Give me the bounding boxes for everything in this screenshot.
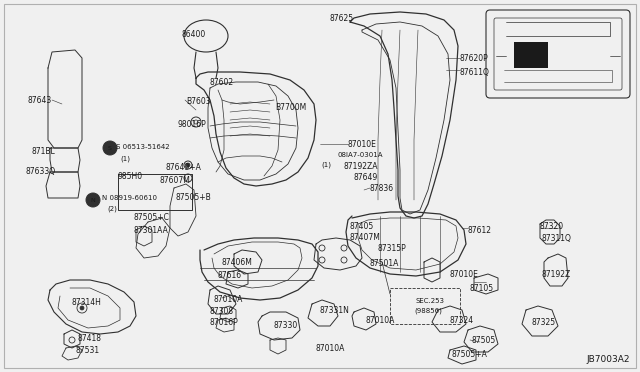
Text: 87192Z: 87192Z [542, 270, 572, 279]
Text: 87607M: 87607M [160, 176, 191, 185]
Text: 87330: 87330 [274, 321, 298, 330]
Text: 985H0: 985H0 [118, 172, 143, 181]
Text: 87633Q: 87633Q [26, 167, 56, 176]
Circle shape [86, 193, 100, 207]
Text: 87649: 87649 [353, 173, 377, 182]
Text: 87324: 87324 [449, 316, 473, 325]
Text: 87405: 87405 [350, 222, 374, 231]
Circle shape [186, 163, 190, 167]
Text: (2): (2) [107, 206, 117, 212]
Text: JB7003A2: JB7003A2 [586, 355, 630, 364]
Text: 87612: 87612 [468, 226, 492, 235]
Text: S: S [108, 145, 112, 151]
Text: 87325: 87325 [531, 318, 555, 327]
Text: 87315P: 87315P [378, 244, 407, 253]
Text: 87105: 87105 [470, 284, 494, 293]
Text: 87649+A: 87649+A [165, 163, 201, 172]
Text: 87505+A: 87505+A [452, 350, 488, 359]
Text: 87611Q: 87611Q [460, 68, 490, 77]
Text: 87320: 87320 [540, 222, 564, 231]
Text: 87010A: 87010A [315, 344, 344, 353]
Text: 87418: 87418 [78, 334, 102, 343]
Text: 87505+B: 87505+B [175, 193, 211, 202]
Text: 08IA7-0301A: 08IA7-0301A [337, 152, 383, 158]
Text: S 06513-51642: S 06513-51642 [116, 144, 170, 150]
Circle shape [103, 141, 117, 155]
Text: 87192ZA: 87192ZA [344, 162, 378, 171]
Text: 87010A: 87010A [213, 295, 243, 304]
Text: 98016P: 98016P [178, 120, 207, 129]
Text: 87836: 87836 [369, 184, 393, 193]
Text: 87620P: 87620P [460, 54, 489, 63]
Text: 87314H: 87314H [72, 298, 102, 307]
Text: 87301AA: 87301AA [134, 226, 169, 235]
Text: 87016P: 87016P [210, 318, 239, 327]
Text: 87602: 87602 [210, 78, 234, 87]
Text: 87331N: 87331N [319, 306, 349, 315]
Text: 87311Q: 87311Q [541, 234, 571, 243]
Text: 87010E: 87010E [449, 270, 478, 279]
Text: (1): (1) [321, 162, 331, 169]
Text: SEC.253: SEC.253 [415, 298, 444, 304]
Text: (1): (1) [120, 155, 130, 161]
Text: 87010E: 87010E [347, 140, 376, 149]
Text: 87625: 87625 [330, 14, 354, 23]
Text: 87643: 87643 [28, 96, 52, 105]
Text: B7603: B7603 [186, 97, 211, 106]
Text: B7700M: B7700M [275, 103, 307, 112]
Text: 87407M: 87407M [350, 233, 381, 242]
Bar [514, 42, 548, 68]
Text: N: N [91, 198, 95, 202]
Text: 871BL: 871BL [32, 147, 56, 156]
Text: (98856): (98856) [414, 308, 442, 314]
Text: 87308: 87308 [210, 307, 234, 316]
Text: 87501A: 87501A [370, 259, 399, 268]
Text: 87505+C: 87505+C [134, 213, 170, 222]
Text: 87505: 87505 [471, 336, 495, 345]
Text: 87616: 87616 [218, 271, 242, 280]
Text: 87531: 87531 [76, 346, 100, 355]
Circle shape [80, 306, 84, 310]
Bar [390, 288, 460, 324]
Text: 87406M: 87406M [222, 258, 253, 267]
Text: 86400: 86400 [182, 30, 206, 39]
Text: N 08919-60610: N 08919-60610 [102, 195, 157, 201]
Text: 87010A: 87010A [366, 316, 396, 325]
